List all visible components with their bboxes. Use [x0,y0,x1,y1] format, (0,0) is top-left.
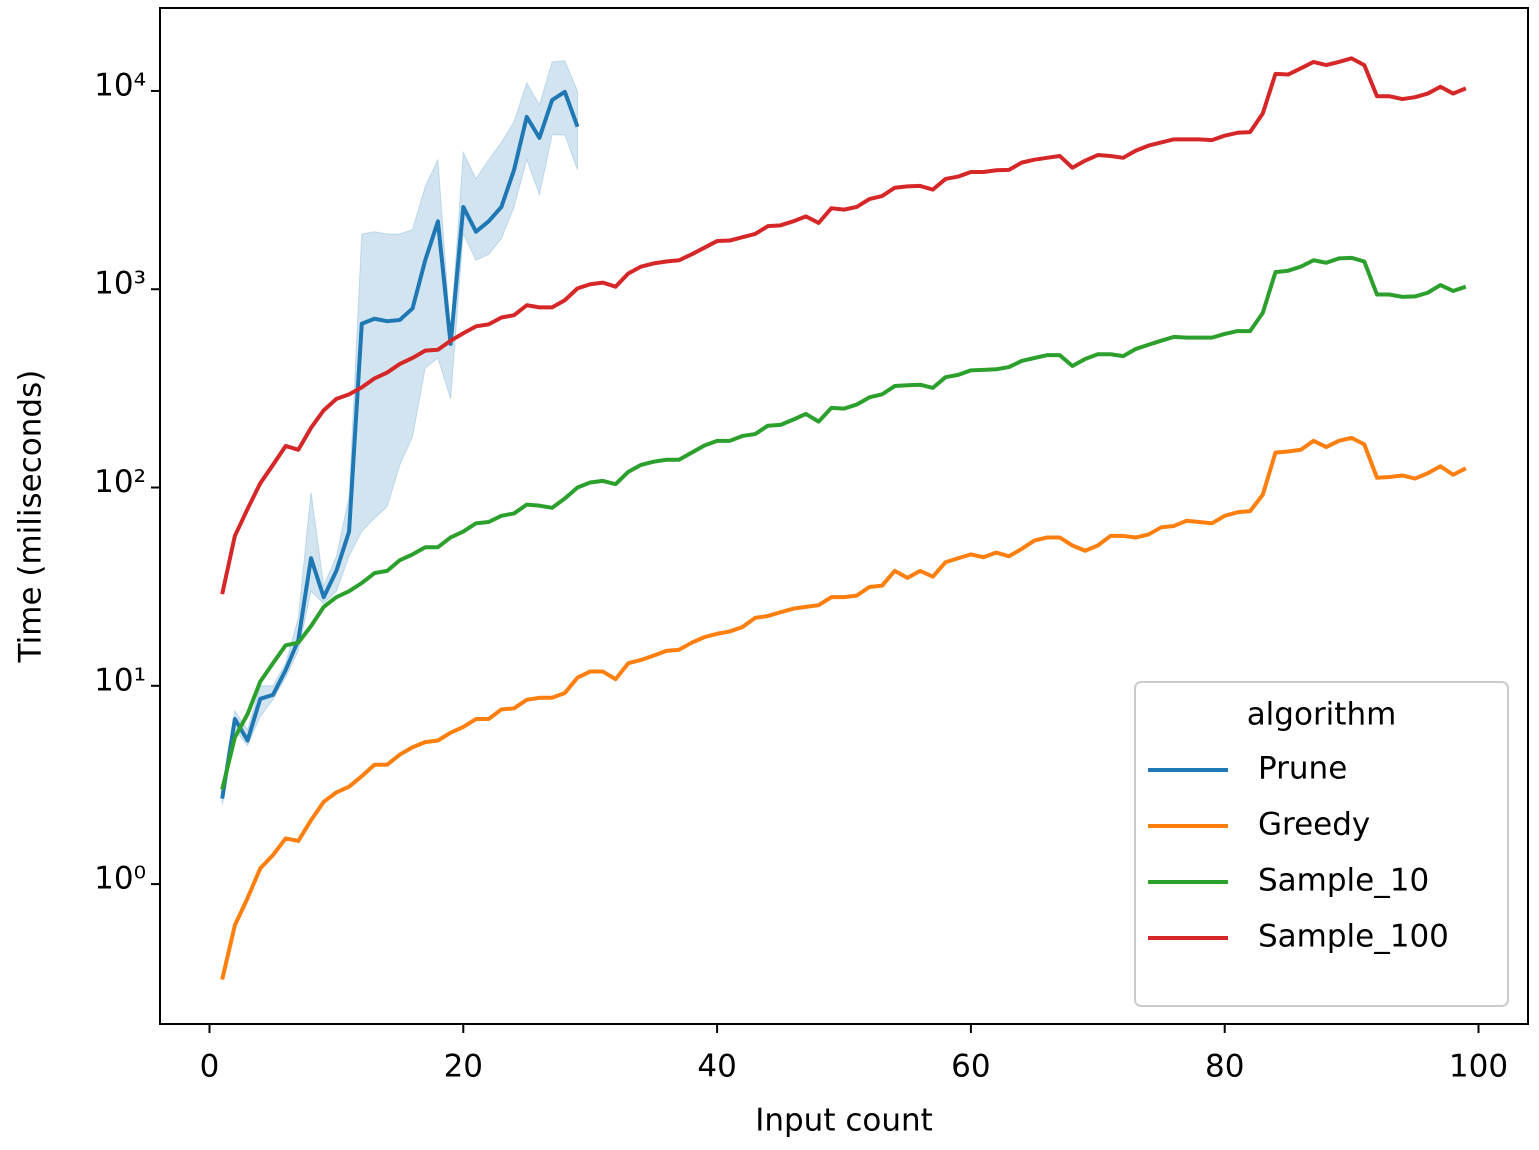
legend-label: Greedy [1258,807,1370,843]
x-tick-label: 100 [1449,1049,1508,1085]
x-tick-label: 20 [444,1049,483,1085]
x-tick-label: 40 [697,1049,736,1085]
legend-title: algorithm [1247,697,1397,733]
y-tick-label: 10³ [94,266,146,302]
y-axis-label: Time (miliseconds) [13,370,49,664]
x-tick-label: 60 [951,1049,990,1085]
legend-label: Sample_100 [1258,919,1449,955]
y-tick-label: 10⁴ [94,67,146,103]
confidence-band [221,60,579,806]
x-tick-label: 80 [1205,1049,1244,1085]
series-line [220,89,580,799]
x-axis-label: Input count [755,1103,933,1139]
series-line [220,56,1467,595]
legend-label: Sample_10 [1258,863,1429,899]
series-line [220,435,1467,981]
plot-frame [159,7,1529,1025]
series-line [220,255,1467,790]
legend-box [1134,681,1509,1007]
x-tick-label: 0 [200,1049,220,1085]
y-tick-label: 10² [94,464,146,500]
y-tick-label: 10¹ [94,662,146,698]
y-tick-label: 10⁰ [94,861,146,897]
legend-label: Prune [1258,751,1347,787]
